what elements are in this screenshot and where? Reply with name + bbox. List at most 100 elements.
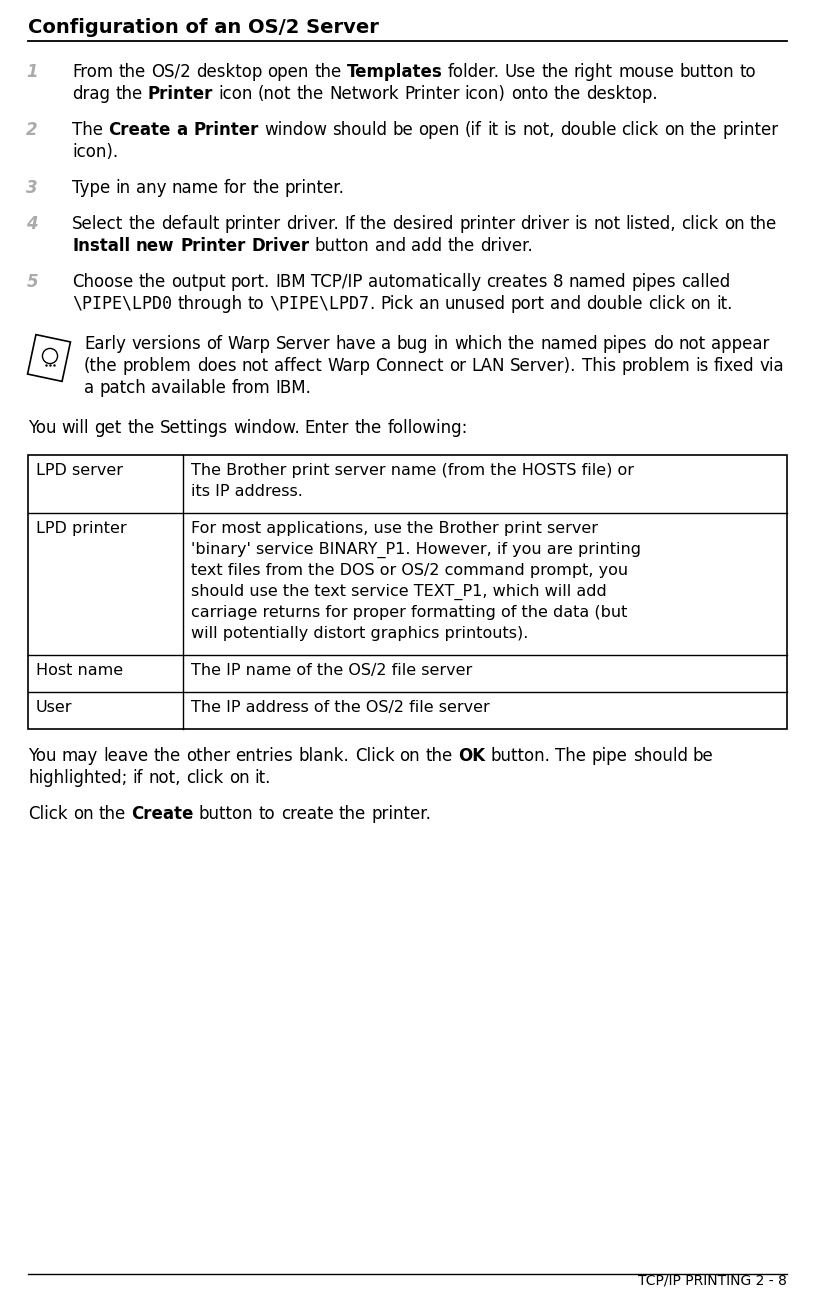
Text: be: be	[392, 121, 413, 140]
Text: IBM: IBM	[275, 273, 306, 291]
Text: button: button	[315, 237, 369, 256]
Text: name: name	[172, 179, 218, 197]
Text: folder.: folder.	[447, 63, 500, 81]
Text: it: it	[487, 121, 498, 140]
Text: driver: driver	[521, 215, 570, 233]
Text: desired: desired	[393, 215, 454, 233]
Text: in: in	[434, 335, 449, 353]
Text: .: .	[369, 295, 375, 313]
Text: Create: Create	[131, 805, 194, 823]
Text: a: a	[176, 121, 187, 140]
Text: and: and	[550, 295, 581, 313]
Text: 3: 3	[26, 179, 38, 197]
Text: highlighted;: highlighted;	[28, 769, 127, 788]
Text: if: if	[133, 769, 143, 788]
Text: Use: Use	[504, 63, 536, 81]
Text: Install: Install	[72, 237, 130, 256]
Text: via: via	[760, 357, 784, 376]
Bar	[28, 455, 787, 729]
Text: onto: onto	[511, 85, 548, 103]
Text: LPD server: LPD server	[36, 463, 123, 479]
Text: is: is	[695, 357, 708, 376]
Text: do: do	[653, 335, 673, 353]
Text: (if: (if	[465, 121, 482, 140]
Text: (not: (not	[258, 85, 292, 103]
Text: button: button	[199, 805, 253, 823]
Text: the: the	[750, 215, 778, 233]
Text: drag: drag	[72, 85, 110, 103]
Text: This: This	[582, 357, 616, 376]
Text: Click: Click	[355, 747, 394, 765]
Text: Warp: Warp	[327, 357, 370, 376]
Text: Configuration of an OS/2 Server: Configuration of an OS/2 Server	[28, 18, 379, 37]
Circle shape	[42, 348, 58, 364]
Text: and: and	[375, 237, 406, 256]
Text: You: You	[28, 747, 56, 765]
Text: the: the	[690, 121, 717, 140]
Text: any: any	[136, 179, 166, 197]
Text: the: the	[360, 215, 387, 233]
Text: driver.: driver.	[286, 215, 339, 233]
Text: icon).: icon).	[72, 143, 118, 160]
Text: not: not	[593, 215, 620, 233]
Text: Host name: Host name	[36, 662, 123, 678]
Text: \PIPE\LPD7: \PIPE\LPD7	[270, 295, 369, 313]
Text: 'binary' service BINARY_P1. However, if you are printing: 'binary' service BINARY_P1. However, if …	[191, 542, 641, 558]
Text: get: get	[95, 419, 121, 437]
Text: on: on	[664, 121, 685, 140]
Text: may: may	[62, 747, 98, 765]
Text: a: a	[381, 335, 392, 353]
Text: be: be	[693, 747, 714, 765]
Text: not: not	[679, 335, 706, 353]
Text: The Brother print server name (from the HOSTS file) or: The Brother print server name (from the …	[191, 463, 634, 479]
Text: Select: Select	[72, 215, 123, 233]
Text: User: User	[36, 700, 73, 715]
Text: open: open	[267, 63, 309, 81]
Text: driver.: driver.	[480, 237, 532, 256]
Text: is: is	[575, 215, 588, 233]
Text: Warp: Warp	[227, 335, 271, 353]
Text: the: the	[355, 419, 382, 437]
Text: problem: problem	[621, 357, 689, 376]
Text: the: the	[118, 63, 146, 81]
Text: on: on	[73, 805, 94, 823]
Text: to: to	[248, 295, 264, 313]
Text: patch: patch	[99, 379, 146, 396]
Text: right: right	[574, 63, 613, 81]
Text: 5: 5	[26, 273, 38, 291]
Text: appear: appear	[711, 335, 769, 353]
Text: default: default	[161, 215, 219, 233]
Text: add: add	[411, 237, 442, 256]
Text: TCP/IP PRINTING 2 - 8: TCP/IP PRINTING 2 - 8	[638, 1274, 787, 1288]
Text: Click: Click	[28, 805, 68, 823]
Text: fixed: fixed	[714, 357, 755, 376]
Text: window: window	[264, 121, 327, 140]
Text: an: an	[418, 295, 439, 313]
Text: text files from the DOS or OS/2 command prompt, you: text files from the DOS or OS/2 command …	[191, 563, 628, 578]
Text: double: double	[560, 121, 616, 140]
Text: the: the	[338, 805, 366, 823]
Text: it.: it.	[716, 295, 733, 313]
Text: pipes: pipes	[603, 335, 648, 353]
Text: pipe: pipe	[592, 747, 628, 765]
Text: (the: (the	[84, 357, 117, 376]
Text: the: the	[99, 805, 126, 823]
Text: Enter: Enter	[305, 419, 350, 437]
Text: should: should	[632, 747, 688, 765]
Text: on: on	[690, 295, 711, 313]
Text: versions: versions	[131, 335, 200, 353]
Text: click: click	[681, 215, 719, 233]
Text: the: the	[553, 85, 581, 103]
Text: OS/2: OS/2	[151, 63, 191, 81]
Text: creates: creates	[487, 273, 548, 291]
Text: Printer: Printer	[180, 237, 245, 256]
Text: From: From	[72, 63, 113, 81]
Text: click: click	[622, 121, 659, 140]
Text: will potentially distort graphics printouts).: will potentially distort graphics printo…	[191, 626, 528, 642]
Text: not: not	[242, 357, 269, 376]
Text: icon): icon)	[465, 85, 506, 103]
Text: 8: 8	[553, 273, 564, 291]
Text: printer.: printer.	[284, 179, 345, 197]
Text: new: new	[136, 237, 174, 256]
Text: Printer: Printer	[404, 85, 460, 103]
